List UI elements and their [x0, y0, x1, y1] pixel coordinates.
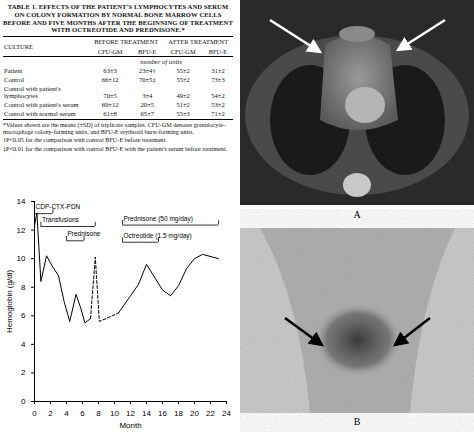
html-text:61±8: 61±8 — [103, 110, 117, 118]
html-text:†P<0.05 for the comparison wit: †P<0.05 for the comparison with control … — [3, 136, 167, 144]
svg-text:12: 12 — [17, 226, 26, 235]
html-text:Control with normal serum: Control with normal serum — [4, 110, 76, 118]
svg-text:8: 8 — [21, 283, 26, 292]
html-text:63±3: 63±3 — [103, 66, 117, 74]
html-text:66±12: 66±12 — [101, 75, 119, 83]
html-text:Control with patient's lymphoc: Control with patient's lymphocytes — [4, 84, 61, 100]
svg-text:2: 2 — [21, 368, 26, 377]
html-text:BEFORE TREATMENT: BEFORE TREATMENT — [94, 38, 159, 46]
html-text:55±3: 55±3 — [176, 110, 190, 118]
html-text:55±2: 55±2 — [176, 66, 190, 74]
html-text:TABLE 1. EFFECTS OF THE PATIEN: TABLE 1. EFFECTS OF THE PATIENT'S LYMPHO… — [3, 3, 233, 34]
svg-text:8: 8 — [96, 409, 101, 418]
svg-text:4: 4 — [21, 340, 26, 349]
html-text:AFTER TREATMENT: AFTER TREATMENT — [168, 38, 228, 46]
svg-text:22: 22 — [206, 409, 215, 418]
html-text:BFU-E: BFU-E — [208, 47, 228, 55]
html-text:Control: Control — [4, 75, 25, 83]
svg-text:14: 14 — [17, 197, 26, 206]
html-text:53±2: 53±2 — [211, 101, 225, 109]
svg-text:18: 18 — [174, 409, 183, 418]
svg-text:A: A — [353, 209, 361, 220]
svg-text:4: 4 — [64, 409, 69, 418]
html-text:70±5: 70±5 — [103, 92, 117, 100]
html-text:Control with patient's serum: Control with patient's serum — [4, 101, 79, 109]
svg-text:0: 0 — [21, 397, 26, 406]
html-text:71±2: 71±2 — [211, 110, 225, 118]
html-text:51±2: 51±2 — [176, 101, 190, 109]
html-text:number of units: number of units — [140, 57, 182, 65]
html-text:*Values shown are the means (±: *Values shown are the means (±SD) of tri… — [3, 120, 226, 135]
svg-text:14: 14 — [142, 409, 151, 418]
svg-text:6: 6 — [21, 311, 26, 320]
html-text:CULTURE: CULTURE — [4, 42, 33, 50]
svg-text:Transfusions: Transfusions — [42, 216, 80, 223]
svg-text:10: 10 — [110, 409, 119, 418]
html-text:CFU-GM: CFU-GM — [97, 47, 123, 55]
svg-text:24: 24 — [222, 409, 231, 418]
html-text:70±5‡: 70±5‡ — [138, 75, 156, 83]
svg-text:CDP-CTX-PDN: CDP-CTX-PDN — [36, 203, 81, 210]
svg-text:0: 0 — [32, 409, 37, 418]
html-text:23±4†: 23±4† — [138, 66, 156, 74]
svg-text:Prednisone: Prednisone — [67, 230, 101, 238]
svg-text:20: 20 — [190, 409, 199, 418]
svg-text:Hemoglobin (g/dl): Hemoglobin (g/dl) — [5, 270, 14, 333]
svg-text:Prednisone (50 mg/day): Prednisone (50 mg/day) — [124, 215, 193, 223]
svg-text:16: 16 — [158, 409, 167, 418]
html-text:Patient: Patient — [4, 66, 23, 74]
html-text:BFU-E: BFU-E — [138, 47, 157, 55]
svg-text:Month: Month — [119, 421, 141, 430]
html-text:55±2: 55±2 — [176, 75, 190, 83]
svg-text:6: 6 — [80, 409, 85, 418]
html-text:54±2: 54±2 — [211, 92, 225, 100]
html-text:31±2: 31±2 — [211, 66, 225, 74]
svg-text:B: B — [354, 416, 361, 427]
html-text:49±2: 49±2 — [176, 92, 190, 100]
html-text:CFU-GM: CFU-GM — [170, 47, 196, 55]
html-text:3±4: 3±4 — [142, 92, 153, 100]
html-text:65±7: 65±7 — [140, 110, 155, 118]
html-text:20±5: 20±5 — [140, 101, 155, 109]
svg-text:Octreotide (1.5 mg/day): Octreotide (1.5 mg/day) — [124, 232, 192, 240]
svg-text:10: 10 — [17, 254, 26, 263]
svg-text:2: 2 — [48, 409, 53, 418]
html-text:‡P<0.01 for the comparison wit: ‡P<0.01 for the comparison with control … — [3, 144, 228, 152]
html-text:69±12: 69±12 — [101, 101, 119, 109]
html-text:73±3: 73±3 — [211, 75, 225, 83]
svg-text:12: 12 — [126, 409, 135, 418]
